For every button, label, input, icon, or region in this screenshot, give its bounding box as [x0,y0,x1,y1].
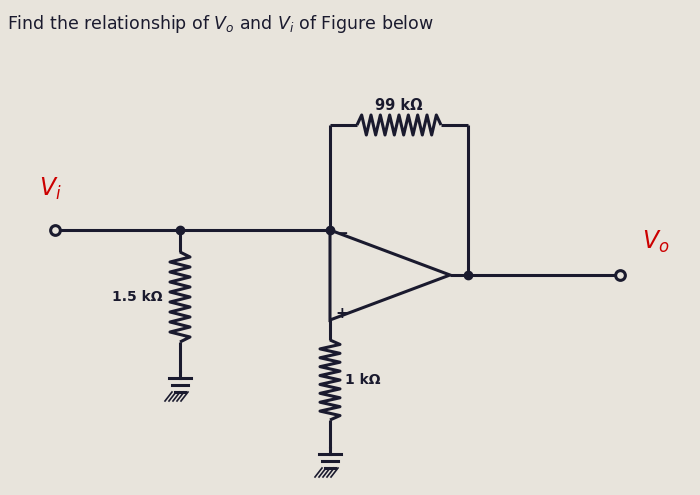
Text: 1 kΩ: 1 kΩ [345,373,381,387]
Text: Find the relationship of $V_o$ and $V_i$ of Figure below: Find the relationship of $V_o$ and $V_i$… [7,13,434,35]
Text: $V_o$: $V_o$ [642,229,669,255]
Text: −: − [335,227,349,242]
Text: 1.5 kΩ: 1.5 kΩ [111,290,162,304]
Text: +: + [335,306,349,321]
Text: $V_i$: $V_i$ [38,176,62,202]
Text: 99 kΩ: 99 kΩ [375,98,423,113]
